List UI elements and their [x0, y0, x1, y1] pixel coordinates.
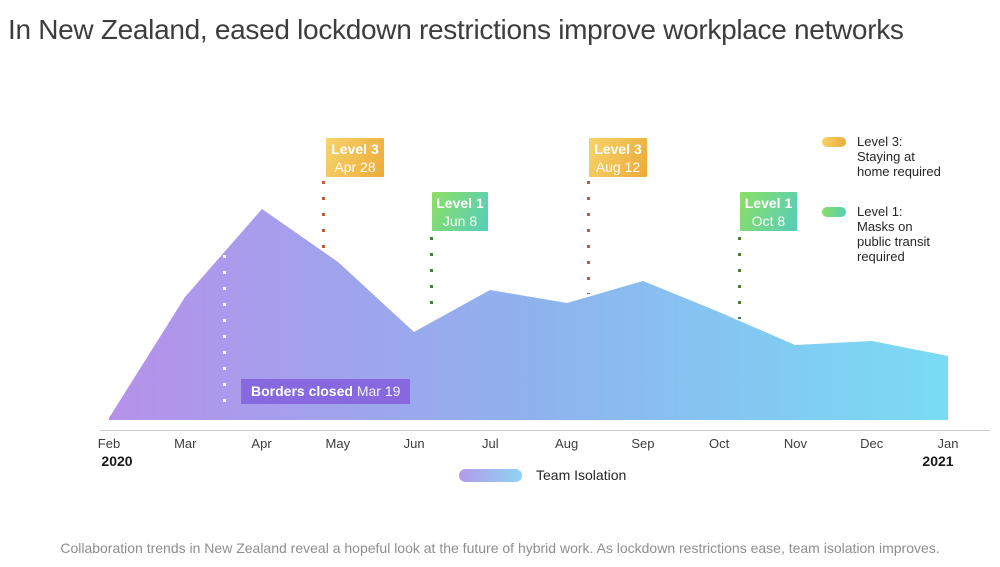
- level3-legend-swatch-icon: [822, 137, 846, 147]
- legend-item-label: Level 1: Masks on public transit require…: [857, 204, 930, 264]
- legend-line: required: [857, 249, 905, 264]
- x-axis-month-label: Jan: [937, 436, 959, 451]
- badge-label: Level 1: [744, 195, 793, 211]
- team-isolation-area: [109, 209, 948, 420]
- legend-item-label: Level 3: Staying at home required: [857, 134, 941, 179]
- series-legend-label: Team Isolation: [536, 467, 627, 483]
- level3-aug12-badge: Level 3 Aug 12: [589, 138, 647, 177]
- badge-date: Aug 12: [595, 159, 641, 175]
- x-axis-month-label: Jun: [403, 436, 425, 451]
- legend-line: Masks on: [857, 219, 913, 234]
- x-axis-year-start: 2020: [101, 453, 133, 469]
- level1-legend-swatch-icon: [822, 207, 846, 217]
- legend-line: home required: [857, 164, 941, 179]
- legend-line: public transit: [857, 234, 930, 249]
- legend-line: Level 3:: [857, 134, 903, 149]
- borders-closed-badge: Borders closed Mar 19: [241, 379, 411, 404]
- x-axis-month-label: Oct: [709, 436, 730, 451]
- x-axis-month-label: Mar: [174, 436, 197, 451]
- team-isolation-swatch-icon: [459, 468, 522, 482]
- x-axis-month-label: Dec: [860, 436, 884, 451]
- badge-date: Jun 8: [442, 213, 478, 229]
- x-axis-month-label: Apr: [251, 436, 272, 451]
- badge-label: Borders closed: [251, 383, 353, 399]
- page-title: In New Zealand, eased lockdown restricti…: [8, 14, 904, 45]
- series-legend: Team Isolation: [459, 467, 626, 483]
- badge-date: Oct 8: [751, 213, 786, 229]
- x-axis-month-label: Aug: [555, 436, 579, 451]
- x-axis-year-end: 2021: [922, 453, 954, 469]
- legend-line: Level 1:: [857, 204, 903, 219]
- x-axis-line: [100, 430, 990, 431]
- level1-oct8-dotted-line: [738, 237, 741, 319]
- level1-jun8-dotted-line: [430, 237, 433, 317]
- x-axis-month-label: Feb: [97, 436, 121, 451]
- x-axis-month-label: Jul: [482, 436, 499, 451]
- level3-apr28-dotted-line: [322, 181, 325, 253]
- badge-label: Level 1: [436, 195, 484, 211]
- legend-item-level3: Level 3: Staying at home required: [822, 134, 941, 179]
- x-axis-month-label: Sep: [631, 436, 655, 451]
- caption: Collaboration trends in New Zealand reve…: [60, 540, 940, 556]
- level1-jun8-badge: Level 1 Jun 8: [432, 192, 488, 231]
- x-axis-month-label: May: [325, 436, 351, 451]
- badge-date: Mar 19: [356, 383, 401, 399]
- level3-aug12-dotted-line: [587, 181, 590, 294]
- legend-line: Staying at: [857, 149, 915, 164]
- badge-label: Level 3: [594, 141, 642, 157]
- x-axis-month-label: Nov: [783, 436, 808, 451]
- level1-oct8-badge: Level 1 Oct 8: [740, 192, 797, 231]
- badge-label: Level 3: [331, 141, 379, 157]
- legend-item-level1: Level 1: Masks on public transit require…: [822, 204, 930, 264]
- borders-closed-dotted-line: [223, 255, 226, 413]
- badge-date: Apr 28: [334, 159, 376, 175]
- level3-apr28-badge: Level 3 Apr 28: [326, 138, 384, 177]
